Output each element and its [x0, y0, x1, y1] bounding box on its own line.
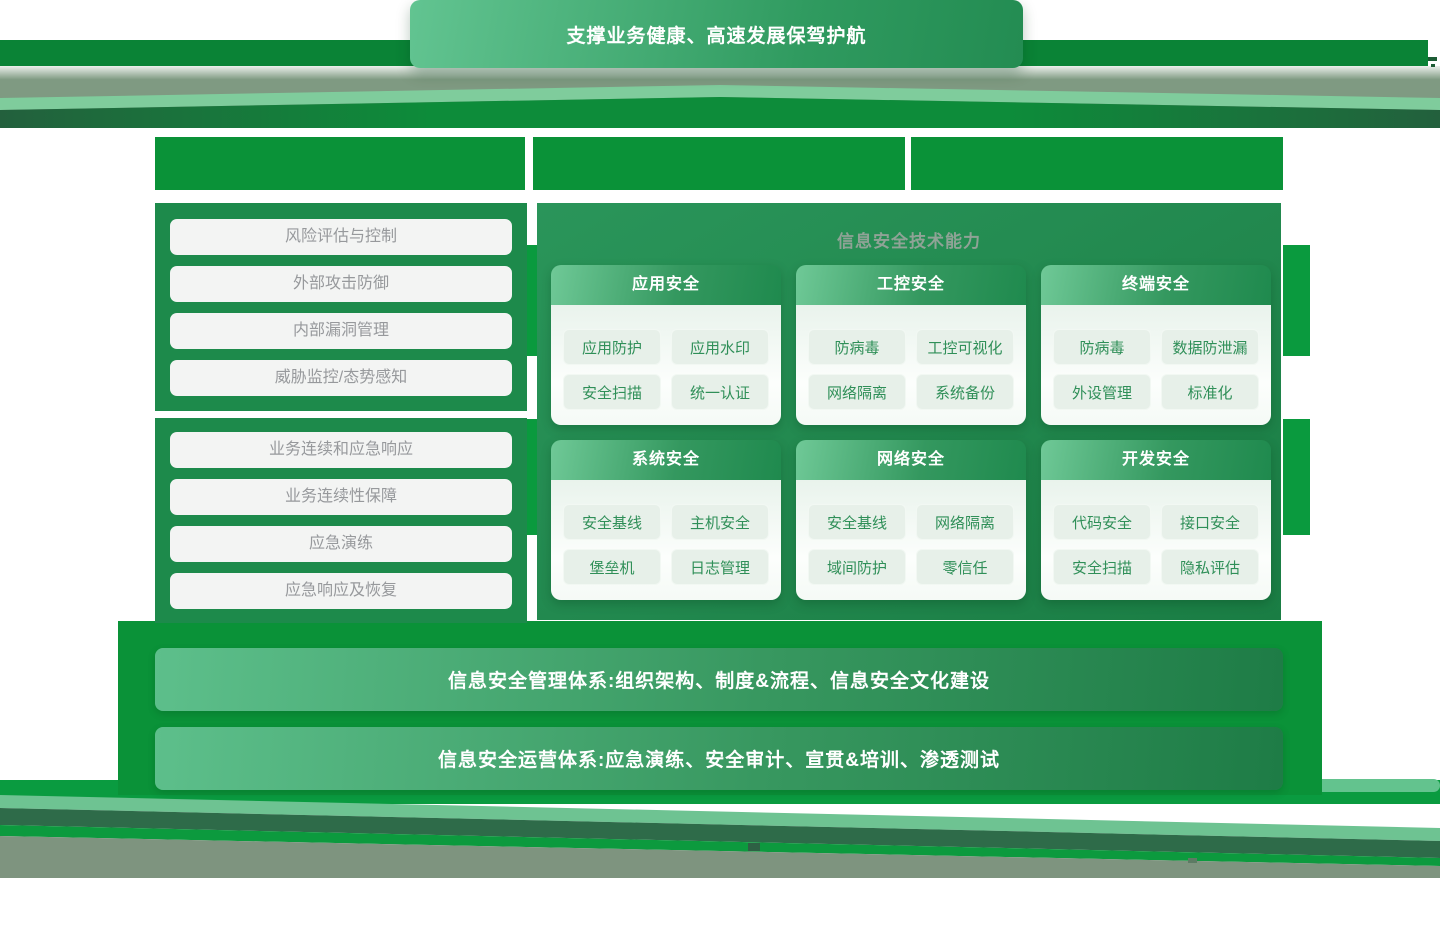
- tech-card-item: 统一认证: [671, 374, 769, 410]
- tech-card-item: 外设管理: [1053, 374, 1151, 410]
- tech-card-dev-security: 开发安全 代码安全 接口安全 安全扫描 隐私评估: [1041, 440, 1271, 600]
- tech-card-application-security: 应用安全 应用防护 应用水印 安全扫描 统一认证: [551, 265, 781, 425]
- tech-card-system-security: 系统安全 安全基线 主机安全 堡垒机 日志管理: [551, 440, 781, 600]
- tech-card-item: 接口安全: [1161, 504, 1259, 540]
- decor-dash: [1188, 858, 1197, 863]
- roof-eave: [0, 66, 1440, 128]
- tech-card-body: 防病毒 工控可视化 网络隔离 系统备份: [796, 305, 1026, 425]
- tech-card-item: 隐私评估: [1161, 549, 1259, 585]
- decor-dash: [1428, 57, 1437, 61]
- tech-card-title: 网络安全: [796, 440, 1026, 480]
- tech-capability-panel: 信息安全技术能力 应用安全 应用防护 应用水印 安全扫描 统一认证 工控安全 防…: [537, 203, 1281, 620]
- tech-card-title: 应用安全: [551, 265, 781, 305]
- tech-card-item: 代码安全: [1053, 504, 1151, 540]
- tech-card-title: 工控安全: [796, 265, 1026, 305]
- left-item: 威胁监控/态势感知: [170, 360, 512, 396]
- tech-card-item: 工控可视化: [916, 329, 1014, 365]
- tech-card-body: 安全基线 主机安全 堡垒机 日志管理: [551, 480, 781, 600]
- left-item: 业务连续和应急响应: [170, 432, 512, 468]
- tech-card-body: 防病毒 数据防泄漏 外设管理 标准化: [1041, 305, 1271, 425]
- left-item: 风险评估与控制: [170, 219, 512, 255]
- left-item: 外部攻击防御: [170, 266, 512, 302]
- tech-card-endpoint-security: 终端安全 防病毒 数据防泄漏 外设管理 标准化: [1041, 265, 1271, 425]
- tech-card-network-security: 网络安全 安全基线 网络隔离 域间防护 零信任: [796, 440, 1026, 600]
- roof-beam-right: [911, 137, 1283, 190]
- tech-card-item: 网络隔离: [808, 374, 906, 410]
- pillar-segment: [527, 245, 537, 356]
- decor-dash: [748, 843, 760, 851]
- business-continuity-panel: 业务连续和应急响应 业务连续性保障 应急演练 应急响应及恢复: [155, 418, 527, 623]
- tech-card-title: 开发安全: [1041, 440, 1271, 480]
- decor-dash: [1431, 64, 1435, 67]
- left-item: 应急响应及恢复: [170, 573, 512, 609]
- tech-card-item: 安全基线: [808, 504, 906, 540]
- tech-card-title: 终端安全: [1041, 265, 1271, 305]
- tech-card-item: 堡垒机: [563, 549, 661, 585]
- operation-system-bar: 信息安全运营体系:应急演练、安全审计、宣贯&培训、渗透测试: [155, 727, 1283, 790]
- tech-card-item: 数据防泄漏: [1161, 329, 1259, 365]
- roof-beam-center: [533, 137, 905, 190]
- bottom-systems-panel: 信息安全管理体系:组织架构、制度&流程、信息安全文化建设 信息安全运营体系:应急…: [118, 621, 1322, 795]
- pillar-segment: [1283, 419, 1310, 535]
- tech-card-item: 安全基线: [563, 504, 661, 540]
- tech-card-item: 网络隔离: [916, 504, 1014, 540]
- left-item: 内部漏洞管理: [170, 313, 512, 349]
- tech-card-item: 防病毒: [808, 329, 906, 365]
- tech-card-item: 域间防护: [808, 549, 906, 585]
- tech-card-item: 日志管理: [671, 549, 769, 585]
- tech-card-item: 应用水印: [671, 329, 769, 365]
- tech-card-item: 防病毒: [1053, 329, 1151, 365]
- tech-card-item: 主机安全: [671, 504, 769, 540]
- left-item: 应急演练: [170, 526, 512, 562]
- tech-card-ics-security: 工控安全 防病毒 工控可视化 网络隔离 系统备份: [796, 265, 1026, 425]
- risk-management-panel: 风险评估与控制 外部攻击防御 内部漏洞管理 威胁监控/态势感知: [155, 203, 527, 411]
- tech-card-item: 安全扫描: [563, 374, 661, 410]
- management-system-bar: 信息安全管理体系:组织架构、制度&流程、信息安全文化建设: [155, 648, 1283, 711]
- tech-card-item: 标准化: [1161, 374, 1259, 410]
- tech-card-item: 应用防护: [563, 329, 661, 365]
- tech-cards-grid: 应用安全 应用防护 应用水印 安全扫描 统一认证 工控安全 防病毒 工控可视化 …: [551, 265, 1271, 600]
- pillar-segment: [527, 419, 537, 535]
- tech-card-item: 零信任: [916, 549, 1014, 585]
- top-banner: 支撑业务健康、高速发展保驾护航: [410, 0, 1023, 68]
- tech-card-body: 应用防护 应用水印 安全扫描 统一认证: [551, 305, 781, 425]
- pillar-segment: [1283, 245, 1310, 356]
- tech-card-item: 系统备份: [916, 374, 1014, 410]
- tech-card-body: 安全基线 网络隔离 域间防护 零信任: [796, 480, 1026, 600]
- roof-beam-left: [155, 137, 525, 190]
- tech-card-title: 系统安全: [551, 440, 781, 480]
- left-item: 业务连续性保障: [170, 479, 512, 515]
- tech-card-item: 安全扫描: [1053, 549, 1151, 585]
- tech-panel-title: 信息安全技术能力: [837, 232, 981, 251]
- tech-card-body: 代码安全 接口安全 安全扫描 隐私评估: [1041, 480, 1271, 600]
